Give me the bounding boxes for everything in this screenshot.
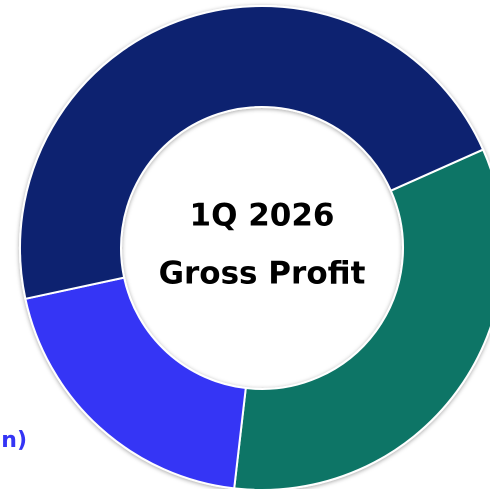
annotation: n) <box>1 428 27 453</box>
chart-title: 1Q 2026 <box>190 198 335 234</box>
donut-segment <box>233 148 490 489</box>
chart-subtitle: Gross Profit <box>159 256 366 292</box>
donut-segment <box>19 5 485 300</box>
donut <box>19 5 490 489</box>
donut-segment <box>24 276 247 489</box>
